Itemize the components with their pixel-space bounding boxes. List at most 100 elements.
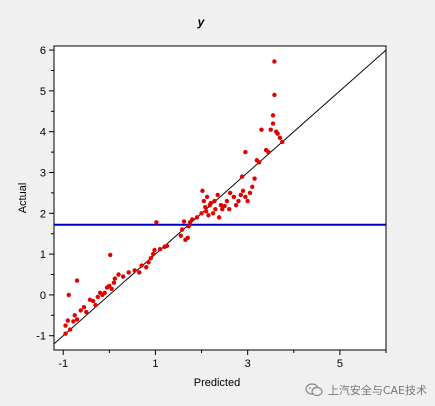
x-axis-title: Predicted: [194, 377, 240, 389]
data-point: [194, 215, 200, 220]
data-point: [227, 207, 232, 212]
data-point: [74, 317, 80, 322]
data-point: [116, 272, 121, 277]
data-point: [243, 149, 248, 155]
data-point: [186, 224, 191, 229]
y-tick-label: 4: [40, 127, 46, 139]
y-tick-label: 1: [40, 249, 46, 261]
data-point: [266, 149, 271, 155]
data-point: [240, 188, 246, 194]
data-point: [215, 192, 220, 198]
data-point: [150, 251, 156, 257]
data-point: [132, 268, 137, 273]
data-point: [203, 209, 209, 214]
data-point: [239, 174, 245, 179]
x-tick-label: 5: [337, 358, 343, 370]
data-point: [111, 280, 117, 285]
data-point: [243, 194, 248, 200]
data-point: [148, 255, 154, 261]
data-point: [95, 294, 101, 300]
data-point: [236, 198, 241, 204]
data-point: [67, 327, 73, 332]
data-point: [268, 127, 273, 132]
data-point: [81, 304, 87, 310]
data-point: [238, 192, 243, 198]
data-point: [216, 215, 222, 220]
data-point: [157, 247, 163, 252]
data-point: [146, 260, 151, 265]
data-point: [270, 113, 276, 118]
data-point: [93, 302, 98, 308]
data-point: [250, 184, 255, 189]
data-point: [201, 198, 207, 204]
y-tick-label: 0: [40, 290, 46, 302]
y-tick-label: 2: [40, 208, 46, 220]
data-point: [179, 227, 185, 232]
data-point: [204, 194, 210, 200]
data-point: [212, 198, 217, 204]
y-tick-label: 6: [40, 45, 46, 57]
data-point: [233, 202, 239, 208]
data-point: [222, 203, 227, 209]
data-point: [256, 160, 262, 165]
data-point: [210, 211, 216, 216]
x-tick-label: 1: [152, 358, 158, 370]
diagonal-reference-line: [54, 49, 386, 345]
data-point: [259, 127, 264, 132]
data-point: [227, 190, 233, 196]
data-point: [252, 176, 257, 181]
data-point: [109, 286, 114, 291]
plot-area: [53, 45, 387, 351]
data-point: [164, 243, 170, 249]
data-point: [90, 298, 96, 304]
data-point: [199, 211, 204, 216]
data-point: [275, 131, 280, 136]
x-tick-label: -1: [58, 358, 68, 370]
data-point: [154, 220, 159, 225]
data-point: [181, 219, 187, 224]
data-point: [203, 204, 208, 210]
data-point: [63, 331, 68, 336]
data-point: [190, 217, 195, 222]
data-point: [72, 313, 77, 318]
data-point: [84, 309, 89, 315]
data-point: [213, 207, 218, 212]
watermark: 上汽安全与CAE技术: [305, 382, 427, 398]
wechat-icon: [305, 383, 323, 397]
data-point: [178, 233, 184, 238]
data-point: [102, 290, 107, 296]
data-point: [71, 319, 76, 324]
watermark-text: 上汽安全与CAE技术: [327, 384, 427, 397]
data-point: [112, 276, 118, 281]
data-point: [208, 200, 213, 206]
data-point: [65, 318, 71, 323]
data-point: [224, 198, 230, 204]
data-point: [247, 190, 253, 196]
data-point: [277, 135, 283, 141]
data-point: [220, 207, 225, 212]
chart-title: y: [197, 15, 206, 29]
y-axis-title: Actual: [17, 183, 29, 214]
data-point: [185, 235, 190, 240]
data-point: [218, 202, 224, 208]
data-point: [137, 270, 142, 275]
data-point: [144, 264, 149, 270]
data-point: [74, 278, 80, 283]
y-tick-label: -1: [36, 331, 46, 343]
data-point: [231, 194, 237, 200]
data-point: [270, 121, 276, 126]
data-point: [152, 247, 157, 253]
data-point: [108, 252, 113, 258]
y-tick-label: 3: [40, 167, 46, 179]
data-point: [63, 323, 68, 328]
data-point: [66, 292, 71, 298]
y-tick-label: 5: [40, 86, 46, 98]
x-tick-label: 3: [245, 358, 251, 370]
data-point: [206, 213, 211, 218]
data-point: [272, 92, 277, 98]
data-point: [245, 198, 250, 204]
data-point: [78, 308, 83, 313]
data-point: [120, 274, 126, 279]
data-point: [280, 139, 285, 145]
